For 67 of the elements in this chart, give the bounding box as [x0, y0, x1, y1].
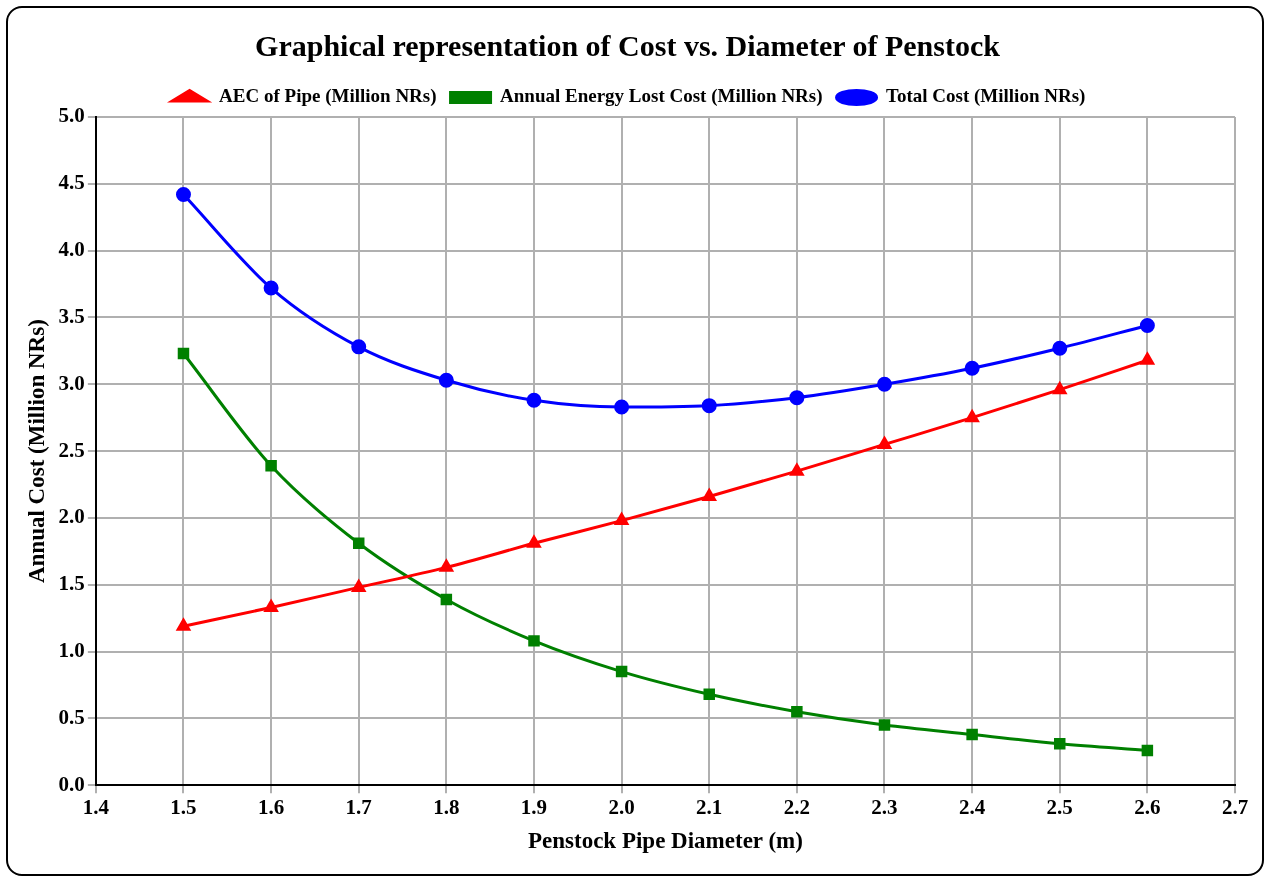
y-tick-label: 2.0	[58, 504, 85, 529]
point	[264, 599, 278, 612]
point	[964, 360, 980, 376]
point	[615, 665, 628, 678]
x-tick-label: 1.5	[170, 795, 197, 820]
y-tick-label: 2.5	[58, 437, 85, 462]
point	[177, 347, 190, 360]
y-axis-title: Annual Cost (Million NRs)	[23, 319, 49, 584]
point	[966, 728, 978, 741]
x-tick-label: 2.6	[1134, 795, 1161, 820]
y-tick-label: 0.5	[58, 704, 85, 729]
y-tick-label: 5.0	[58, 103, 85, 128]
point	[877, 436, 892, 449]
point	[614, 513, 629, 526]
point	[1053, 382, 1067, 395]
x-tick-label: 1.6	[257, 795, 285, 820]
point	[790, 463, 804, 476]
point	[351, 339, 367, 355]
x-tick-label: 2.5	[1046, 795, 1073, 820]
point	[701, 398, 717, 414]
point	[789, 390, 805, 406]
point	[528, 635, 540, 647]
y-tick-label: 1.5	[58, 571, 85, 596]
point	[702, 489, 716, 502]
x-tick-label: 2.4	[958, 795, 986, 820]
point	[703, 688, 715, 701]
point	[791, 705, 803, 718]
point	[965, 410, 979, 423]
y-tick-label: 4.0	[58, 237, 85, 262]
point	[265, 460, 277, 472]
point	[876, 376, 892, 392]
point	[176, 618, 191, 631]
point	[175, 187, 191, 203]
y-tick-label: 1.0	[58, 637, 85, 662]
point	[1139, 317, 1155, 333]
x-tick-label: 1.9	[520, 795, 548, 820]
y-tick-label: 4.5	[58, 170, 85, 195]
y-tick-label: 3.0	[58, 370, 85, 395]
x-tick-label: 2.0	[608, 795, 635, 820]
point	[352, 579, 366, 592]
point	[263, 280, 279, 296]
legend-label: Total Cost (Million NRs)	[886, 85, 1086, 108]
point	[1052, 340, 1068, 356]
x-tick-label: 1.8	[433, 795, 460, 820]
y-tick-label: 3.5	[58, 303, 85, 328]
x-tick-label: 2.1	[696, 795, 723, 820]
point	[438, 372, 454, 388]
x-tick-label: 1.7	[345, 795, 372, 820]
x-tick-label: 2.7	[1221, 795, 1249, 820]
point	[1141, 744, 1154, 757]
x-axis-title: Penstock Pipe Diameter (m)	[528, 828, 803, 854]
legend-label: Annual Energy Lost Cost (Million NRs)	[500, 85, 823, 108]
x-tick-label: 2.3	[871, 795, 898, 820]
y-tick-label: 0.0	[58, 771, 85, 796]
x-tick-label: 1.4	[82, 795, 110, 820]
point	[1140, 352, 1155, 365]
chart-title: Graphical representation of Cost vs. Diameter of Penstock	[255, 28, 1001, 62]
point	[1054, 738, 1066, 750]
point	[527, 535, 541, 548]
legend-label: AEC of Pipe (Million NRs)	[219, 85, 437, 108]
point	[440, 593, 453, 606]
point	[614, 399, 630, 415]
point	[526, 392, 542, 408]
x-tick-label: 2.2	[783, 795, 810, 820]
point	[878, 719, 891, 731]
point	[352, 537, 365, 550]
point	[439, 559, 454, 572]
